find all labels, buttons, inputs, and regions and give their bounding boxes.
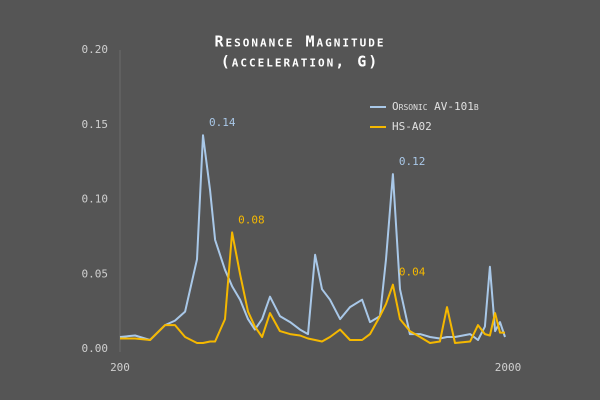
legend-label: Orsonic AV-101b	[392, 100, 479, 113]
value-label: 0.04	[399, 266, 426, 279]
x-tick-label: 2000	[495, 361, 522, 374]
value-label: 0.14	[209, 116, 236, 129]
y-tick-label: 0.00	[82, 342, 109, 355]
value-label: 0.12	[399, 155, 426, 168]
y-tick-label: 0.05	[82, 267, 109, 280]
series-line	[119, 134, 506, 341]
y-tick-label: 0.15	[82, 118, 109, 131]
x-tick-label: 200	[110, 361, 130, 374]
chart-subtitle: (acceleration, G)	[221, 53, 380, 71]
series-line	[120, 231, 505, 344]
value-label: 0.08	[238, 213, 264, 226]
chart-title: Resonance Magnitude	[214, 33, 385, 51]
y-tick-label: 0.10	[82, 193, 109, 206]
legend-label: HS-A02	[392, 120, 432, 133]
y-tick-label: 0.20	[82, 43, 109, 56]
